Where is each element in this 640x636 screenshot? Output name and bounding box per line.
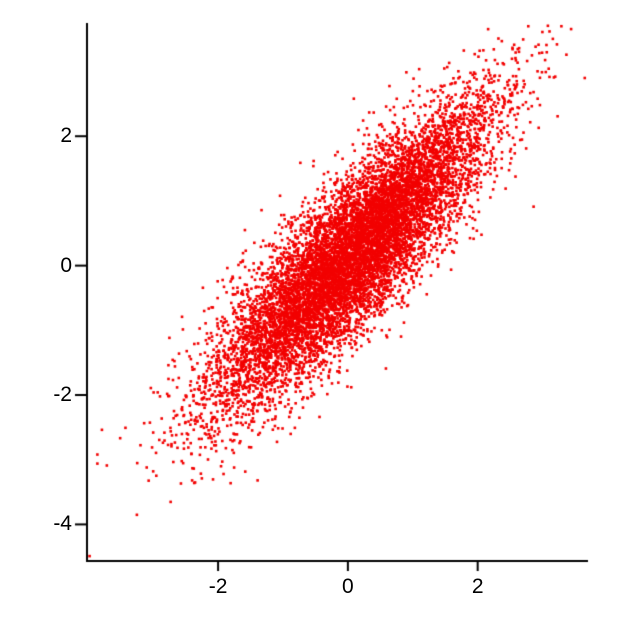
y-tick-label: 2 — [60, 124, 72, 148]
y-tick-label: -4 — [53, 512, 72, 536]
x-tick-label: 0 — [342, 575, 354, 598]
y-tick-label: 0 — [60, 253, 72, 277]
x-tick-label: -2 — [208, 575, 228, 598]
y-tick-label: -2 — [53, 383, 72, 407]
x-tick-label: 2 — [471, 575, 484, 598]
